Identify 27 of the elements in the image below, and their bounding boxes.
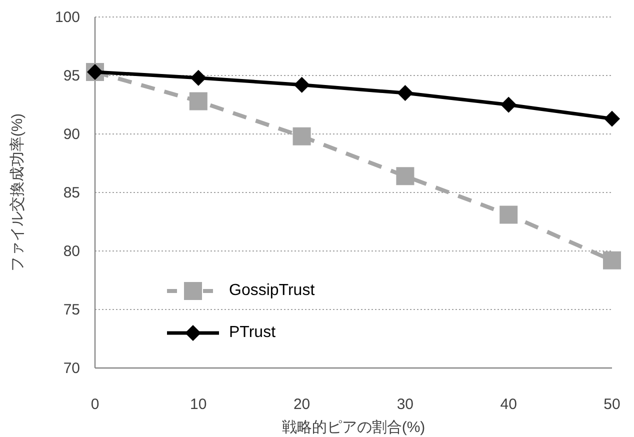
x-tick-label: 30 bbox=[396, 396, 414, 413]
x-axis-title: 戦略的ピアの割合(%) bbox=[282, 419, 426, 436]
y-tick-label: 75 bbox=[63, 302, 80, 318]
point bbox=[500, 96, 517, 113]
point bbox=[603, 251, 621, 270]
point bbox=[604, 110, 620, 127]
point bbox=[396, 167, 414, 186]
y-tick-label: 90 bbox=[63, 126, 80, 143]
y-tick-label: 80 bbox=[63, 243, 80, 260]
point bbox=[500, 206, 518, 224]
point bbox=[294, 76, 310, 93]
y-axis-title: ファイル交換成功率(%) bbox=[9, 113, 26, 272]
point bbox=[397, 85, 414, 102]
point bbox=[190, 70, 206, 86]
point bbox=[292, 127, 311, 146]
point bbox=[189, 92, 208, 110]
x-tick-label: 40 bbox=[500, 396, 517, 413]
x-tick-label: 0 bbox=[90, 396, 100, 413]
y-tick-label: 100 bbox=[54, 9, 80, 26]
legend-label: PTrust bbox=[229, 324, 276, 342]
x-tick-label: 50 bbox=[604, 396, 620, 413]
x-tick-label: 10 bbox=[190, 396, 207, 413]
x-tick-label: 20 bbox=[293, 396, 310, 413]
legend-label: GossipTrust bbox=[229, 282, 315, 300]
y-tick-label: 70 bbox=[63, 360, 80, 377]
y-tick-label: 85 bbox=[63, 184, 80, 202]
y-tick-label: 95 bbox=[63, 68, 80, 84]
